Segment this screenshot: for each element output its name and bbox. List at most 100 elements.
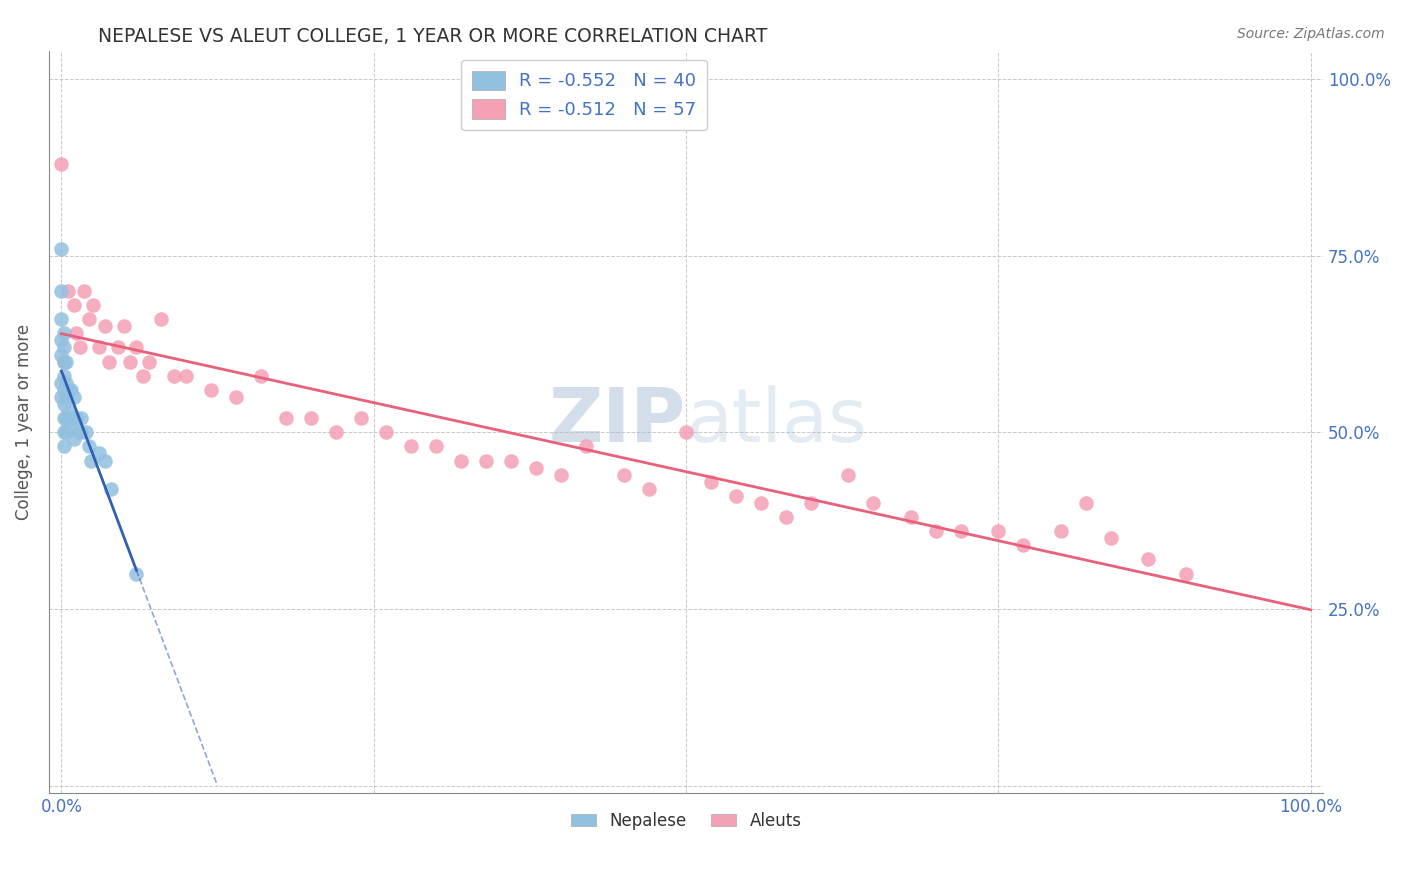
Point bbox=[63, 390, 86, 404]
Point bbox=[475, 453, 498, 467]
Point bbox=[55, 390, 77, 404]
Legend: Nepalese, Aleuts: Nepalese, Aleuts bbox=[564, 805, 808, 837]
Point bbox=[1012, 538, 1035, 552]
Point bbox=[52, 397, 75, 411]
Point bbox=[60, 383, 83, 397]
Point bbox=[70, 425, 93, 440]
Point bbox=[55, 411, 77, 425]
Point bbox=[925, 524, 948, 539]
Point bbox=[350, 411, 373, 425]
Point bbox=[1099, 531, 1122, 545]
Point bbox=[1174, 566, 1197, 581]
Point bbox=[52, 341, 75, 355]
Point bbox=[131, 368, 153, 383]
Point bbox=[51, 284, 73, 298]
Point bbox=[524, 460, 547, 475]
Point bbox=[63, 298, 86, 312]
Point bbox=[150, 312, 173, 326]
Point bbox=[299, 411, 322, 425]
Point bbox=[862, 496, 884, 510]
Point bbox=[724, 489, 747, 503]
Point bbox=[125, 566, 148, 581]
Point bbox=[51, 242, 73, 256]
Point bbox=[65, 326, 87, 341]
Point bbox=[375, 425, 398, 440]
Point bbox=[70, 411, 93, 425]
Point bbox=[100, 482, 122, 496]
Y-axis label: College, 1 year or more: College, 1 year or more bbox=[15, 324, 32, 520]
Point bbox=[200, 383, 222, 397]
Point bbox=[51, 390, 73, 404]
Point bbox=[112, 319, 135, 334]
Point bbox=[225, 390, 247, 404]
Point bbox=[987, 524, 1010, 539]
Point bbox=[501, 453, 523, 467]
Point bbox=[837, 467, 859, 482]
Point bbox=[65, 411, 87, 425]
Point bbox=[125, 341, 148, 355]
Point bbox=[58, 383, 80, 397]
Point bbox=[58, 418, 80, 433]
Point bbox=[51, 312, 73, 326]
Point bbox=[87, 341, 110, 355]
Point bbox=[1049, 524, 1071, 539]
Point bbox=[749, 496, 772, 510]
Point bbox=[800, 496, 823, 510]
Point bbox=[58, 404, 80, 418]
Point bbox=[82, 298, 104, 312]
Point bbox=[107, 341, 129, 355]
Point bbox=[325, 425, 347, 440]
Point bbox=[425, 439, 447, 453]
Point bbox=[94, 453, 117, 467]
Point bbox=[949, 524, 972, 539]
Point bbox=[97, 354, 120, 368]
Point bbox=[55, 376, 77, 390]
Point bbox=[138, 354, 160, 368]
Point bbox=[73, 284, 96, 298]
Point bbox=[163, 368, 186, 383]
Point bbox=[52, 354, 75, 368]
Point bbox=[550, 467, 572, 482]
Point bbox=[900, 510, 922, 524]
Text: atlas: atlas bbox=[686, 385, 868, 458]
Point bbox=[450, 453, 472, 467]
Point bbox=[250, 368, 273, 383]
Point bbox=[1074, 496, 1097, 510]
Point bbox=[94, 319, 117, 334]
Point bbox=[52, 368, 75, 383]
Point bbox=[75, 425, 97, 440]
Point bbox=[51, 347, 73, 361]
Point bbox=[63, 411, 86, 425]
Point bbox=[276, 411, 298, 425]
Point bbox=[77, 312, 100, 326]
Point bbox=[51, 334, 73, 348]
Point bbox=[52, 425, 75, 440]
Text: NEPALESE VS ALEUT COLLEGE, 1 YEAR OR MORE CORRELATION CHART: NEPALESE VS ALEUT COLLEGE, 1 YEAR OR MOR… bbox=[98, 27, 768, 45]
Point bbox=[52, 383, 75, 397]
Point bbox=[52, 439, 75, 453]
Point bbox=[637, 482, 659, 496]
Point bbox=[63, 433, 86, 447]
Point bbox=[120, 354, 142, 368]
Point bbox=[87, 446, 110, 460]
Point bbox=[675, 425, 697, 440]
Point bbox=[1137, 552, 1160, 566]
Point bbox=[55, 425, 77, 440]
Point bbox=[55, 354, 77, 368]
Point bbox=[80, 453, 103, 467]
Point bbox=[775, 510, 797, 524]
Point bbox=[77, 439, 100, 453]
Point bbox=[52, 326, 75, 341]
Point bbox=[176, 368, 198, 383]
Point bbox=[700, 475, 723, 489]
Point bbox=[51, 376, 73, 390]
Point bbox=[56, 284, 79, 298]
Point bbox=[67, 425, 90, 440]
Point bbox=[399, 439, 422, 453]
Text: Source: ZipAtlas.com: Source: ZipAtlas.com bbox=[1237, 27, 1385, 41]
Point bbox=[575, 439, 598, 453]
Point bbox=[69, 341, 91, 355]
Point bbox=[613, 467, 636, 482]
Point bbox=[52, 411, 75, 425]
Point bbox=[52, 354, 75, 368]
